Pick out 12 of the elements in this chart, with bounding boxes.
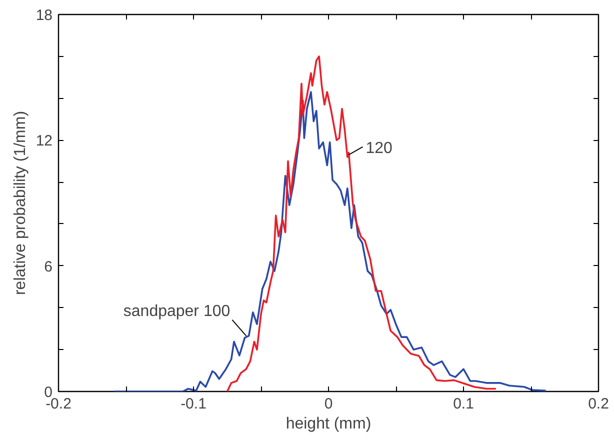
- annotation: 120: [366, 140, 393, 157]
- x-tick-label: 0.1: [453, 396, 474, 412]
- x-tick-label: 0: [324, 396, 333, 412]
- x-axis-title: height (mm): [286, 416, 372, 432]
- y-tick-label: 18: [36, 7, 53, 24]
- y-axis-title: relative probability (1/mm): [12, 110, 29, 296]
- line-series: [112, 91, 547, 392]
- annotation: sandpaper 100: [123, 302, 230, 320]
- x-tick-label: -0.1: [180, 396, 206, 412]
- x-tick-label: 0.2: [588, 396, 609, 412]
- y-tick-label: 12: [36, 132, 53, 150]
- y-tick-label: 6: [44, 258, 52, 276]
